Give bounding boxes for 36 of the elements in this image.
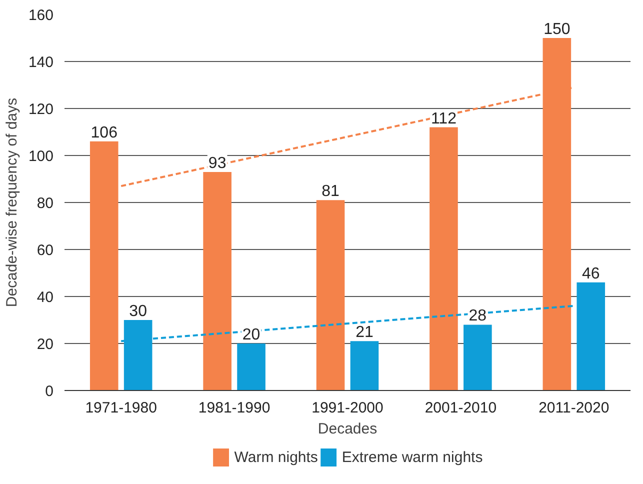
bar: [350, 341, 379, 390]
data-label: 81: [322, 183, 340, 200]
data-label: 112: [430, 110, 457, 128]
bar: [90, 141, 118, 390]
y-tick-label: 60: [36, 242, 54, 259]
x-tick-label: 1991-2000: [312, 400, 384, 416]
bar: [203, 172, 232, 390]
y-tick-label: 160: [28, 7, 54, 24]
bar: [576, 282, 606, 390]
x-tick-label: 1981-1990: [198, 400, 270, 416]
data-label: 20: [242, 326, 260, 344]
data-label: 21: [356, 324, 374, 342]
legend-label: Extreme warm nights: [342, 449, 483, 466]
bar: [430, 127, 458, 390]
y-tick-label: 0: [45, 383, 54, 400]
data-label: 28: [468, 308, 487, 325]
data-label: 93: [208, 154, 226, 172]
x-tick-label: 2011-2020: [538, 400, 610, 416]
data-label: 30: [129, 303, 148, 320]
x-tick-label: 1971-1980: [85, 400, 157, 416]
data-label: 46: [582, 265, 600, 282]
x-tick-label: 2001-2010: [424, 400, 497, 416]
y-tick-label: 20: [36, 336, 54, 353]
y-tick-label: 140: [28, 54, 54, 71]
data-label: 150: [544, 21, 570, 38]
y-tick-label: 120: [28, 101, 54, 118]
y-tick-label: 100: [28, 148, 54, 165]
data-label: 106: [90, 124, 118, 142]
y-tick-label: 80: [36, 195, 54, 212]
x-axis-title: Decades: [318, 420, 378, 438]
y-axis-title: Decade-wise frequency of days: [3, 98, 20, 308]
bar: [316, 200, 345, 390]
bar: [464, 324, 492, 390]
legend-label: Warm nights: [234, 449, 318, 466]
y-tick-label: 40: [36, 289, 54, 306]
bar: [237, 344, 266, 390]
